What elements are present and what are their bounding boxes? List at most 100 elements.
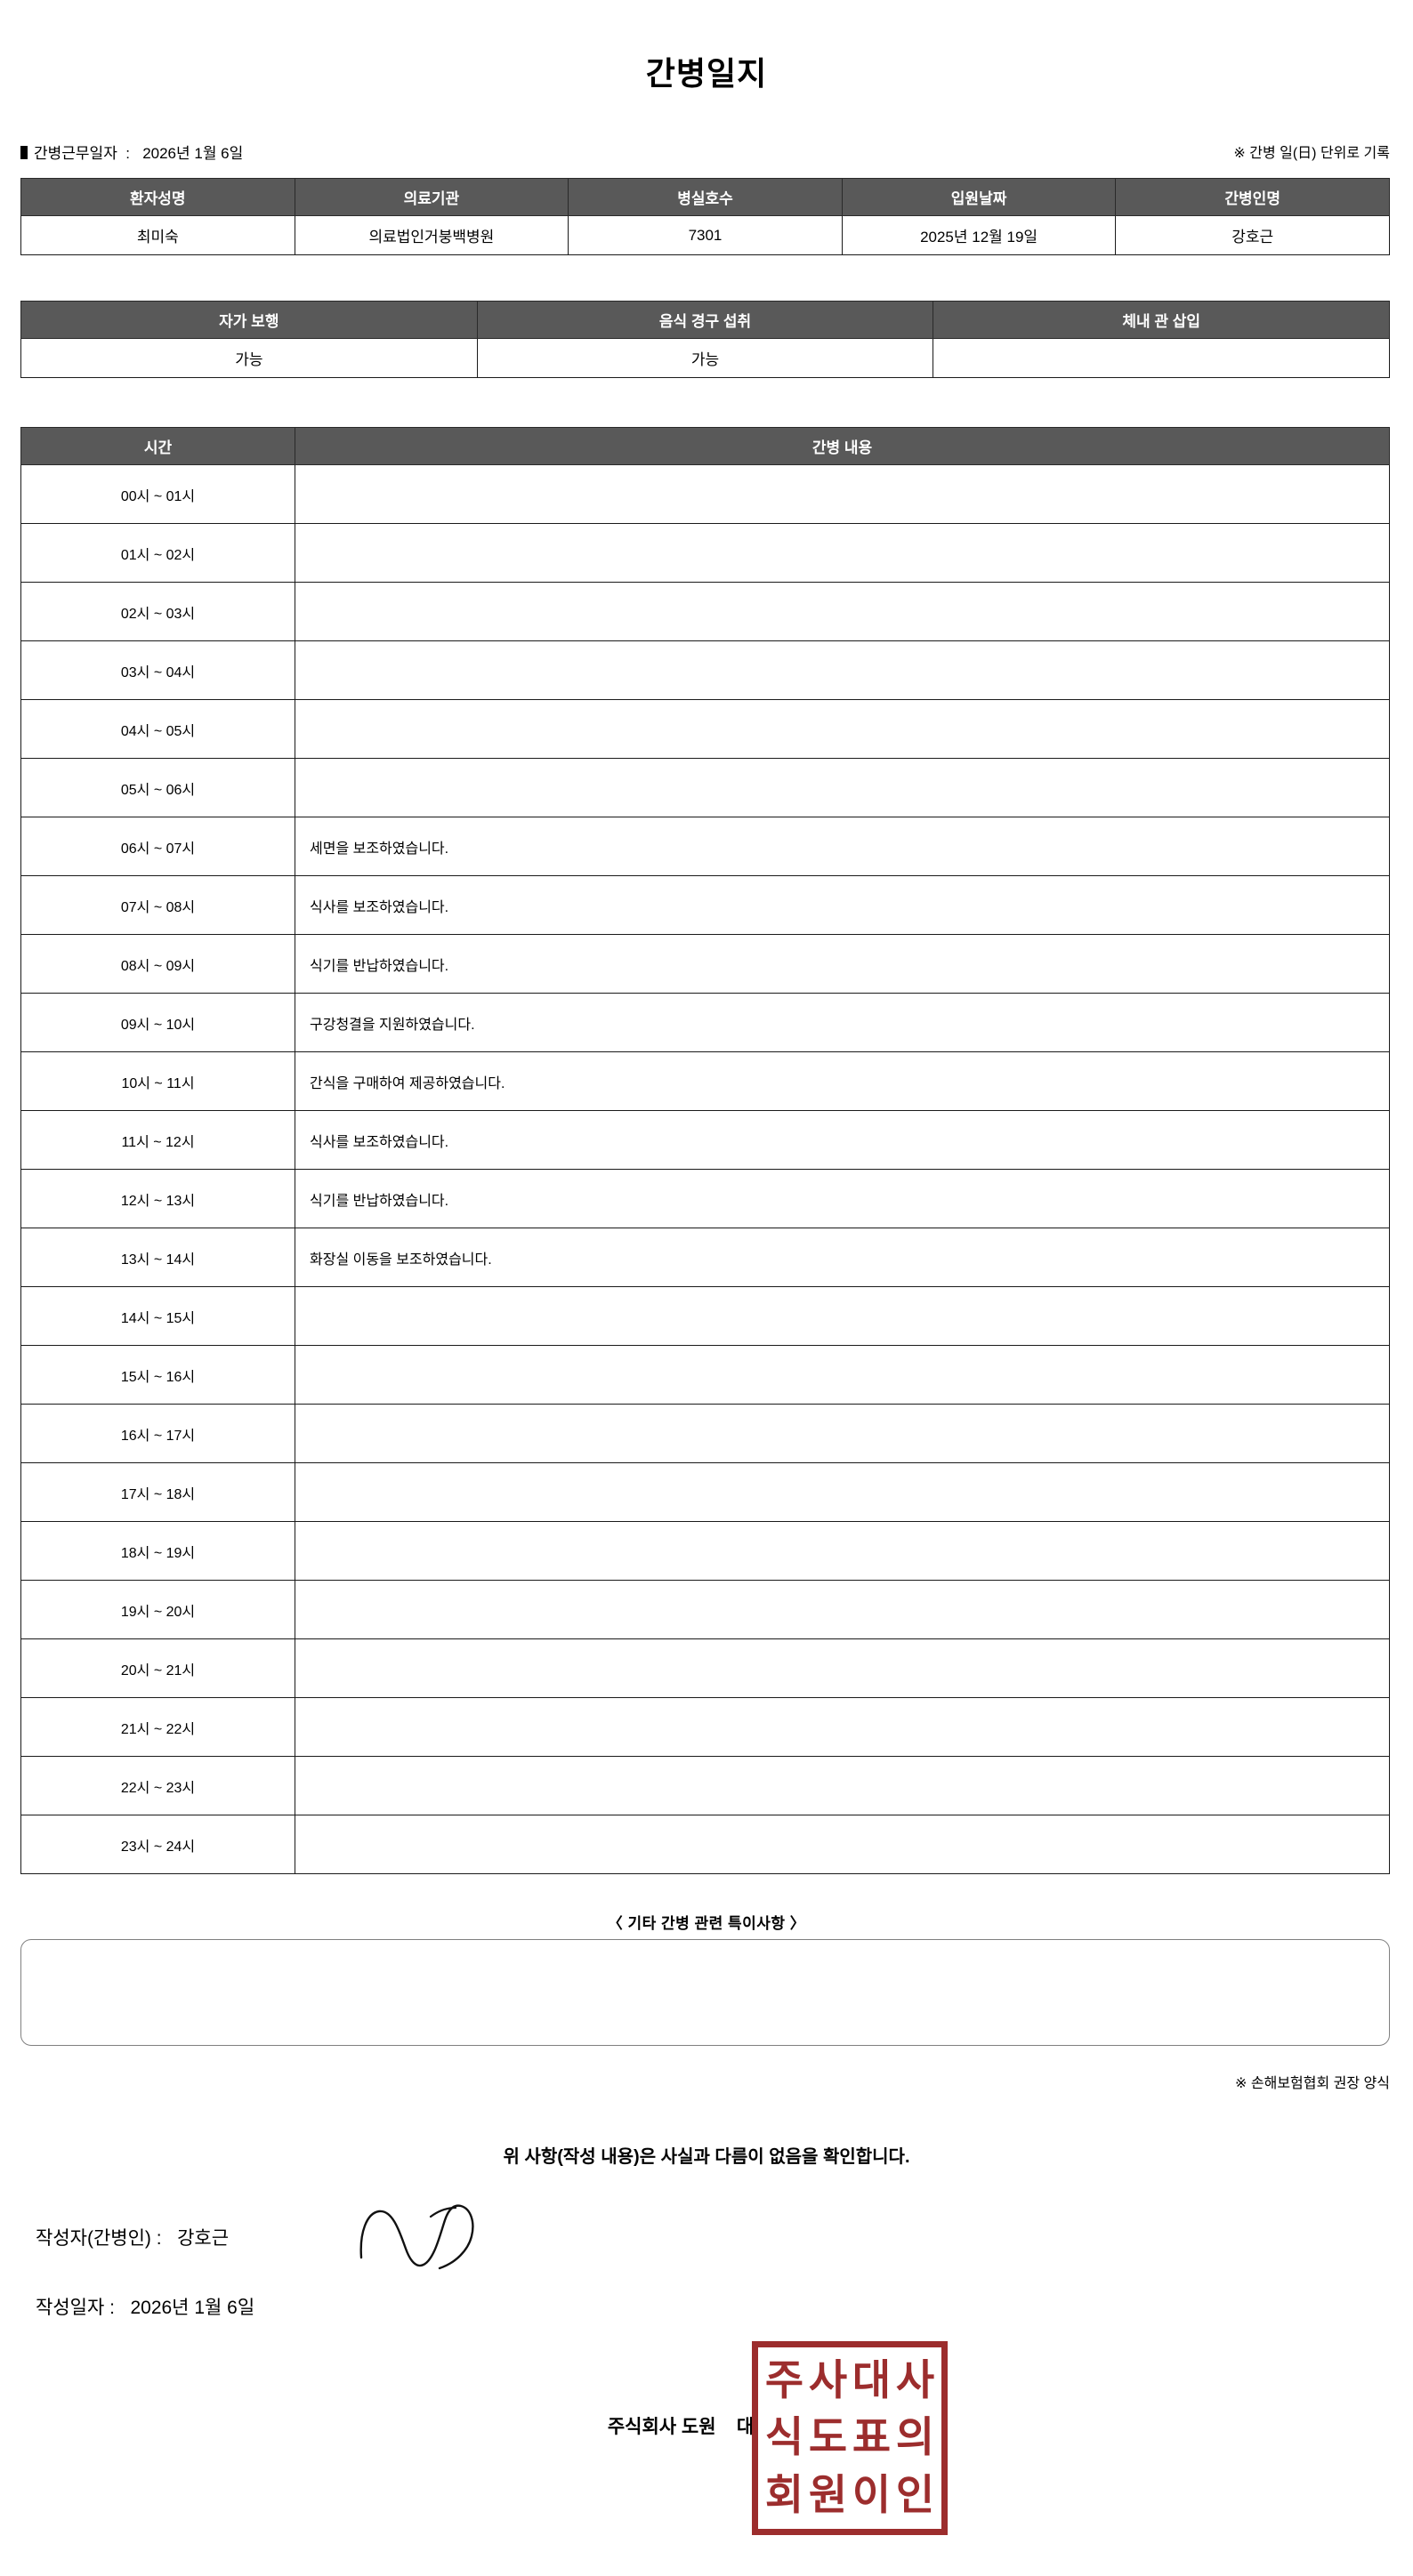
cell-time-slot: 18시 ~ 19시 bbox=[20, 1521, 295, 1581]
cell-care-note[interactable]: 간식을 구매하여 제공하였습니다. bbox=[295, 1051, 1390, 1111]
value-admission-date: 2025년 12월 19일 bbox=[841, 215, 1117, 255]
hourly-care-log-table: 시간 간병 내용 00시 ~ 01시 01시 ~ 02시 02시 ~ 03시 03시 … bbox=[20, 427, 1390, 1874]
cell-time-slot: 03시 ~ 04시 bbox=[20, 640, 295, 700]
stamp-character: 대 bbox=[852, 2355, 892, 2405]
cell-time-slot: 14시 ~ 15시 bbox=[20, 1286, 295, 1346]
written-date-row: 작성일자 : 2026년 1월 6일 bbox=[36, 2293, 254, 2320]
table-row: 04시 ~ 05시 bbox=[20, 699, 1390, 759]
cell-care-note[interactable] bbox=[295, 1521, 1390, 1581]
cell-care-note[interactable] bbox=[295, 1580, 1390, 1639]
cell-care-note[interactable]: 식기를 반납하였습니다. bbox=[295, 1169, 1390, 1228]
header-self-ambulation: 자가 보행 bbox=[20, 301, 478, 339]
work-date-label: 간병근무일자 : bbox=[34, 145, 131, 162]
header-patient-name: 환자성명 bbox=[20, 178, 295, 216]
stamp-character: 사 bbox=[895, 2355, 935, 2405]
cell-time-slot: 04시 ~ 05시 bbox=[20, 699, 295, 759]
value-room-number: 7301 bbox=[568, 215, 843, 255]
table-row: 11시 ~ 12시 식사를 보조하였습니다. bbox=[20, 1110, 1390, 1170]
header-oral-intake: 음식 경구 섭취 bbox=[476, 301, 934, 339]
cell-time-slot: 11시 ~ 12시 bbox=[20, 1110, 295, 1170]
author-label: 작성자(간병인) : bbox=[36, 2228, 162, 2249]
cell-care-note[interactable] bbox=[295, 1697, 1390, 1757]
stamp-character: 도 bbox=[808, 2413, 848, 2463]
cell-care-note[interactable] bbox=[295, 699, 1390, 759]
cell-time-slot: 10시 ~ 11시 bbox=[20, 1051, 295, 1111]
value-patient-name: 최미숙 bbox=[20, 215, 295, 255]
table-row: 19시 ~ 20시 bbox=[20, 1580, 1390, 1639]
patient-info-table: 환자성명 의료기관 병실호수 입원날짜 간병인명 최미숙 의료법인거붕백병원 7… bbox=[20, 178, 1390, 255]
remarks-caption: 〈 기타 간병 관련 특이사항 〉 bbox=[607, 1915, 806, 1932]
cell-care-note[interactable] bbox=[295, 640, 1390, 700]
unit-note: ※ 간병 일(日) 단위로 기록 bbox=[1233, 146, 1390, 161]
cell-care-note[interactable] bbox=[295, 1638, 1390, 1698]
stamp-character: 회 bbox=[764, 2471, 804, 2521]
company-signature-line: 주식회사 도원 대표이사 bbox=[607, 2417, 806, 2437]
cell-care-note[interactable] bbox=[295, 1286, 1390, 1346]
cell-care-note[interactable] bbox=[295, 582, 1390, 641]
cell-time-slot: 19시 ~ 20시 bbox=[20, 1580, 295, 1639]
cell-time-slot: 22시 ~ 23시 bbox=[20, 1756, 295, 1815]
cell-time-slot: 08시 ~ 09시 bbox=[20, 934, 295, 994]
table-row: 18시 ~ 19시 bbox=[20, 1521, 1390, 1581]
table-row: 21시 ~ 22시 bbox=[20, 1697, 1390, 1757]
value-medical-institution: 의료법인거붕백병원 bbox=[294, 215, 569, 255]
cell-care-note[interactable]: 식사를 보조하였습니다. bbox=[295, 875, 1390, 935]
table-row: 07시 ~ 08시 식사를 보조하였습니다. bbox=[20, 875, 1390, 935]
cell-time-slot: 07시 ~ 08시 bbox=[20, 875, 295, 935]
cell-care-note[interactable] bbox=[295, 1404, 1390, 1463]
header-room-number: 병실호수 bbox=[568, 178, 843, 216]
cell-time-slot: 16시 ~ 17시 bbox=[20, 1404, 295, 1463]
cell-time-slot: 15시 ~ 16시 bbox=[20, 1345, 295, 1405]
table-header-row: 시간 간병 내용 bbox=[20, 427, 1390, 465]
cell-care-note[interactable]: 식사를 보조하였습니다. bbox=[295, 1110, 1390, 1170]
cell-time-slot: 02시 ~ 03시 bbox=[20, 582, 295, 641]
cell-care-note[interactable]: 식기를 반납하였습니다. bbox=[295, 934, 1390, 994]
table-row: 최미숙 의료법인거붕백병원 7301 2025년 12월 19일 강호근 bbox=[20, 215, 1390, 255]
condition-table: 자가 보행 음식 경구 섭취 체내 관 삽입 가능 가능 bbox=[20, 301, 1390, 378]
author-row: 작성자(간병인) : 강호근 bbox=[36, 2224, 229, 2250]
confirmation-statement: 위 사항(작성 내용)은 사실과 다름이 없음을 확인합니다. bbox=[503, 2147, 910, 2167]
page-title: 간병일지 bbox=[645, 55, 768, 92]
stamp-character: 이 bbox=[852, 2471, 892, 2521]
cell-care-note[interactable] bbox=[295, 1345, 1390, 1405]
cell-care-note[interactable]: 구강청결을 지원하였습니다. bbox=[295, 993, 1390, 1052]
table-row: 01시 ~ 02시 bbox=[20, 523, 1390, 583]
written-date-label: 작성일자 : bbox=[36, 2298, 115, 2318]
table-row: 20시 ~ 21시 bbox=[20, 1638, 1390, 1698]
cell-time-slot: 00시 ~ 01시 bbox=[20, 464, 295, 524]
cell-care-note[interactable] bbox=[295, 1815, 1390, 1874]
table-row: 02시 ~ 03시 bbox=[20, 582, 1390, 641]
table-row: 23시 ~ 24시 bbox=[20, 1815, 1390, 1874]
cell-time-slot: 12시 ~ 13시 bbox=[20, 1169, 295, 1228]
table-row: 08시 ~ 09시 식기를 반납하였습니다. bbox=[20, 934, 1390, 994]
table-row: 가능 가능 bbox=[20, 338, 1390, 378]
stamp-character: 원 bbox=[808, 2471, 848, 2521]
remarks-box[interactable] bbox=[20, 1939, 1390, 2046]
stamp-character: 사 bbox=[808, 2355, 848, 2405]
cell-care-note[interactable]: 화장실 이동을 보조하였습니다. bbox=[295, 1228, 1390, 1287]
header-internal-tube: 체내 관 삽입 bbox=[933, 301, 1390, 339]
value-caregiver-name: 강호근 bbox=[1115, 215, 1390, 255]
table-row: 06시 ~ 07시 세면을 보조하였습니다. bbox=[20, 817, 1390, 876]
cell-time-slot: 01시 ~ 02시 bbox=[20, 523, 295, 583]
cell-care-note[interactable]: 세면을 보조하였습니다. bbox=[295, 817, 1390, 876]
cell-care-note[interactable] bbox=[295, 1756, 1390, 1815]
cell-care-note[interactable] bbox=[295, 464, 1390, 524]
table-row: 05시 ~ 06시 bbox=[20, 758, 1390, 817]
value-oral-intake: 가능 bbox=[476, 338, 934, 378]
cell-time-slot: 05시 ~ 06시 bbox=[20, 758, 295, 817]
stamp-character: 식 bbox=[764, 2413, 804, 2463]
value-self-ambulation: 가능 bbox=[20, 338, 478, 378]
table-row: 09시 ~ 10시 구강청결을 지원하였습니다. bbox=[20, 993, 1390, 1052]
header-content: 간병 내용 bbox=[295, 427, 1390, 465]
cell-care-note[interactable] bbox=[295, 1462, 1390, 1522]
cell-care-note[interactable] bbox=[295, 523, 1390, 583]
table-row: 13시 ~ 14시 화장실 이동을 보조하였습니다. bbox=[20, 1228, 1390, 1287]
cell-time-slot: 23시 ~ 24시 bbox=[20, 1815, 295, 1874]
cell-time-slot: 09시 ~ 10시 bbox=[20, 993, 295, 1052]
table-row: 03시 ~ 04시 bbox=[20, 640, 1390, 700]
handwritten-signature bbox=[359, 2204, 474, 2270]
cell-care-note[interactable] bbox=[295, 758, 1390, 817]
table-row: 00시 ~ 01시 bbox=[20, 464, 1390, 524]
